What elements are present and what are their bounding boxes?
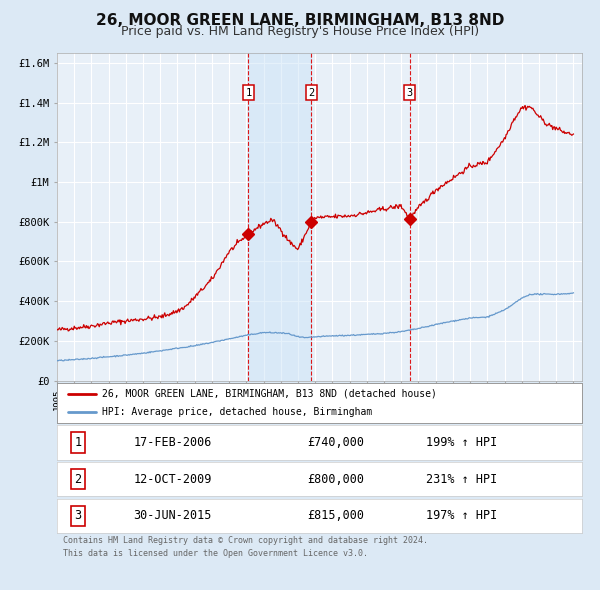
Text: 199% ↑ HPI: 199% ↑ HPI (425, 436, 497, 449)
Text: 17-FEB-2006: 17-FEB-2006 (133, 436, 212, 449)
Text: This data is licensed under the Open Government Licence v3.0.: This data is licensed under the Open Gov… (63, 549, 368, 558)
Text: 3: 3 (407, 88, 413, 98)
Text: £740,000: £740,000 (307, 436, 364, 449)
Bar (248, 53, 311, 381)
Text: Price paid vs. HM Land Registry's House Price Index (HPI): Price paid vs. HM Land Registry's House … (121, 25, 479, 38)
Text: 26, MOOR GREEN LANE, BIRMINGHAM, B13 8ND (detached house): 26, MOOR GREEN LANE, BIRMINGHAM, B13 8ND… (101, 389, 437, 399)
Text: £815,000: £815,000 (307, 509, 364, 522)
Text: 2: 2 (74, 473, 82, 486)
Text: Contains HM Land Registry data © Crown copyright and database right 2024.: Contains HM Land Registry data © Crown c… (63, 536, 428, 545)
Text: 12-OCT-2009: 12-OCT-2009 (133, 473, 212, 486)
Text: 2: 2 (308, 88, 314, 98)
Text: 3: 3 (74, 509, 82, 522)
Text: 26, MOOR GREEN LANE, BIRMINGHAM, B13 8ND: 26, MOOR GREEN LANE, BIRMINGHAM, B13 8ND (96, 13, 504, 28)
Text: 30-JUN-2015: 30-JUN-2015 (133, 509, 212, 522)
Text: HPI: Average price, detached house, Birmingham: HPI: Average price, detached house, Birm… (101, 407, 372, 417)
Text: 231% ↑ HPI: 231% ↑ HPI (425, 473, 497, 486)
Text: 1: 1 (245, 88, 251, 98)
Text: 1: 1 (74, 436, 82, 449)
Text: £800,000: £800,000 (307, 473, 364, 486)
Text: 197% ↑ HPI: 197% ↑ HPI (425, 509, 497, 522)
